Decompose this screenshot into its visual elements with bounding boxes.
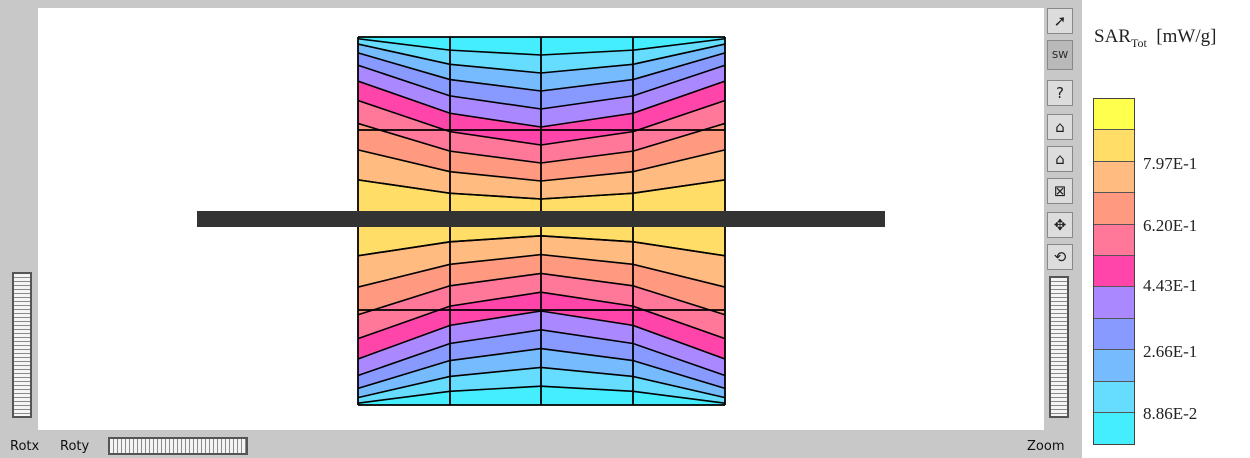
color-legend-bar [1093,98,1135,446]
sar-plot-canvas[interactable] [38,8,1044,430]
dipole-bar-left [197,211,885,227]
legend-swatch [1094,381,1134,413]
pointer-button[interactable]: ➚ [1047,8,1073,34]
legend-swatch [1094,161,1134,194]
legend-swatch [1094,130,1134,162]
legend-swatch [1094,287,1134,319]
legend-tick-label: 4.43E-1 [1143,276,1198,295]
rotx-label: Rotx [10,439,40,454]
sar-contour-plot [197,36,885,406]
legend-tick-label: 8.86E-2 [1143,404,1198,423]
rotx-wheel[interactable] [12,272,32,418]
zoom-label: Zoom [1027,439,1065,454]
home-icon: ⌂ [1055,118,1065,136]
roty-wheel[interactable] [108,437,248,455]
rotate-button[interactable]: ⟲ [1047,244,1073,270]
legend-tick-label: 7.97E-1 [1143,154,1198,173]
legend-swatch [1094,350,1134,382]
pointer-icon: ➚ [1053,12,1067,30]
home-button[interactable]: ⌂ [1047,114,1073,140]
rotate-icon: ⟲ [1053,248,1067,266]
legend-swatch [1094,224,1134,256]
contour-line [357,234,726,257]
fit-icon: ⊠ [1053,182,1067,200]
pan-icon: ✥ [1053,216,1067,234]
legend-swatch [1094,99,1134,131]
3d-viewer[interactable]: Rotx Roty Zoom ➚ SW? ⌂ ⌂ ⊠ ✥ ⟲ [0,0,1082,458]
set-home-button[interactable]: ⌂ [1047,146,1073,172]
legend-tick-label: 2.66E-1 [1143,342,1198,361]
roty-label: Roty [60,439,90,454]
legend-swatch [1094,255,1134,288]
contour-line [357,179,726,200]
help-button[interactable]: ? [1047,80,1073,106]
dipole-overlay [358,211,725,227]
pan-button[interactable]: ✥ [1047,212,1073,238]
sw-button[interactable]: SW [1047,40,1073,70]
legend-swatch [1094,412,1134,445]
legend-title: SARTot [mW/g] [1094,26,1217,50]
legend-tick-label: 6.20E-1 [1143,216,1198,235]
fit-button[interactable]: ⊠ [1047,178,1073,204]
help-icon: ? [1056,84,1064,102]
legend-swatch [1094,318,1134,351]
sw-icon: SW [1051,49,1069,61]
set-home-icon: ⌂ [1055,150,1065,168]
zoom-wheel[interactable] [1049,276,1069,418]
legend-swatch [1094,193,1134,225]
